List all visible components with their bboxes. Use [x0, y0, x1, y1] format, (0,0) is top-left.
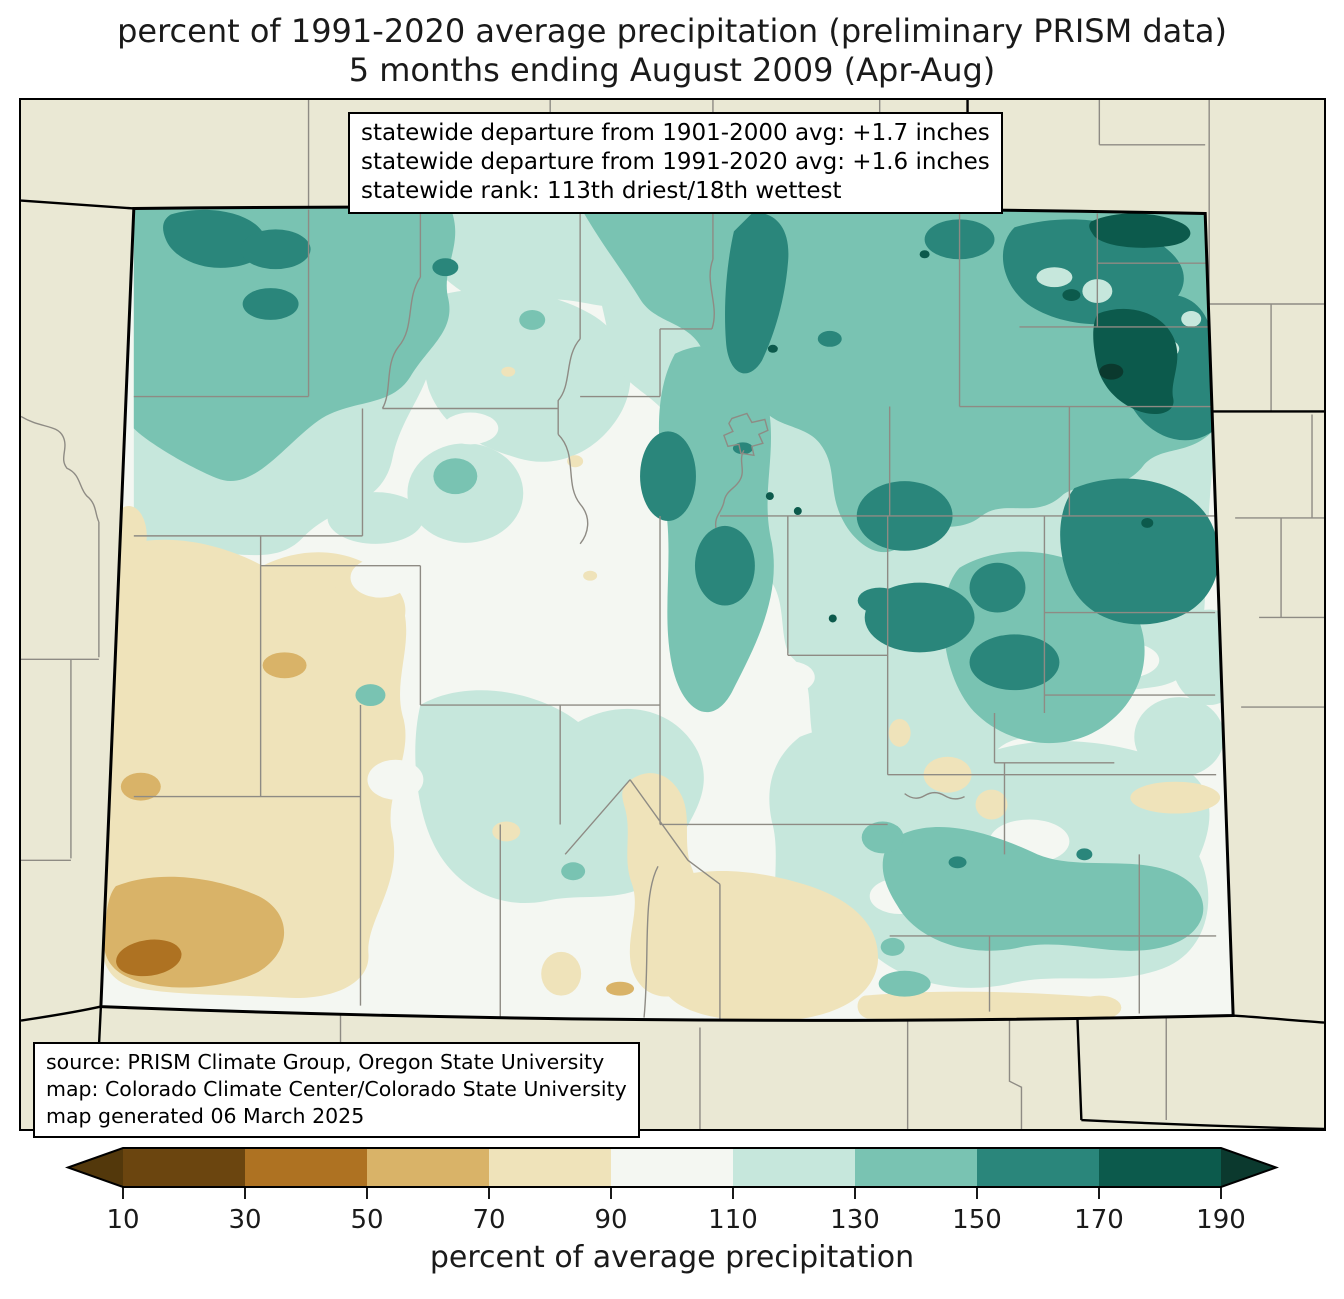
colorbar-tick-90: 90	[594, 1205, 627, 1235]
colorbar-tick-150: 150	[952, 1205, 1002, 1235]
contour-over-190	[1099, 363, 1124, 380]
colorado-precipitation-map	[21, 100, 1324, 1129]
map-plot-area	[19, 98, 1326, 1131]
source-box: source: PRISM Climate Group, Oregon Stat…	[33, 1042, 640, 1138]
colorbar-tick-10: 10	[106, 1205, 139, 1235]
source-line-3: map generated 06 March 2025	[46, 1104, 365, 1128]
colorbar-segment-50-70	[367, 1148, 489, 1187]
colorbar-segment-90-110	[611, 1148, 733, 1187]
source-line-2: map: Colorado Climate Center/Colorado St…	[46, 1077, 627, 1101]
colorbar-over-arrow	[1221, 1148, 1276, 1187]
contour-30-50	[116, 939, 182, 977]
colorbar-tick-70: 70	[472, 1205, 505, 1235]
contour-90-110-holes-sw	[350, 557, 424, 800]
colorbar-axis-label: percent of average precipitation	[429, 1240, 915, 1275]
stats-box: statewide departure from 1901-2000 avg: …	[348, 112, 1003, 214]
colorbar-segment-170-190	[1099, 1148, 1221, 1187]
source-line-1: source: PRISM Climate Group, Oregon Stat…	[46, 1050, 605, 1074]
title-line-2: 5 months ending August 2009 (Apr-Aug)	[348, 51, 996, 89]
colorbar-tick-130: 130	[830, 1205, 880, 1235]
colorbar: 10 30 50 70 90 110 130 150 170 190	[48, 1143, 1296, 1247]
colorbar-under-arrow	[68, 1148, 123, 1187]
stats-line-2: statewide departure from 1991-2020 avg: …	[361, 149, 990, 175]
stats-line-1: statewide departure from 1901-2000 avg: …	[361, 120, 990, 146]
colorbar-segment-10-30	[123, 1148, 245, 1187]
contour-170-190	[765, 213, 1191, 623]
colorbar-tick-110: 110	[708, 1205, 758, 1235]
colorbar-tick-marks	[122, 1187, 1222, 1199]
colorbar-segment-70-90	[489, 1148, 611, 1187]
colorbar-tick-190: 190	[1196, 1205, 1246, 1235]
colorbar-segment-150-170	[977, 1148, 1099, 1187]
colorbar-svg: 10 30 50 70 90 110 130 150 170 190	[65, 1147, 1279, 1235]
colorbar-segment-110-130	[733, 1148, 855, 1187]
colorbar-tick-50: 50	[350, 1205, 383, 1235]
colorbar-segment-130-150	[855, 1148, 977, 1187]
colorado-county-lines	[133, 206, 1217, 1021]
prism-contour-fills	[100, 206, 1234, 1021]
title-line-1: percent of 1991-2020 average precipitati…	[117, 12, 1227, 50]
contour-150-170	[163, 209, 1220, 869]
colorbar-segment-30-50	[245, 1148, 367, 1187]
colorbar-tick-170: 170	[1074, 1205, 1124, 1235]
figure-title: percent of 1991-2020 average precipitati…	[0, 12, 1344, 90]
colorbar-tick-30: 30	[228, 1205, 261, 1235]
stats-line-3: statewide rank: 113th driest/18th wettes…	[361, 178, 842, 204]
